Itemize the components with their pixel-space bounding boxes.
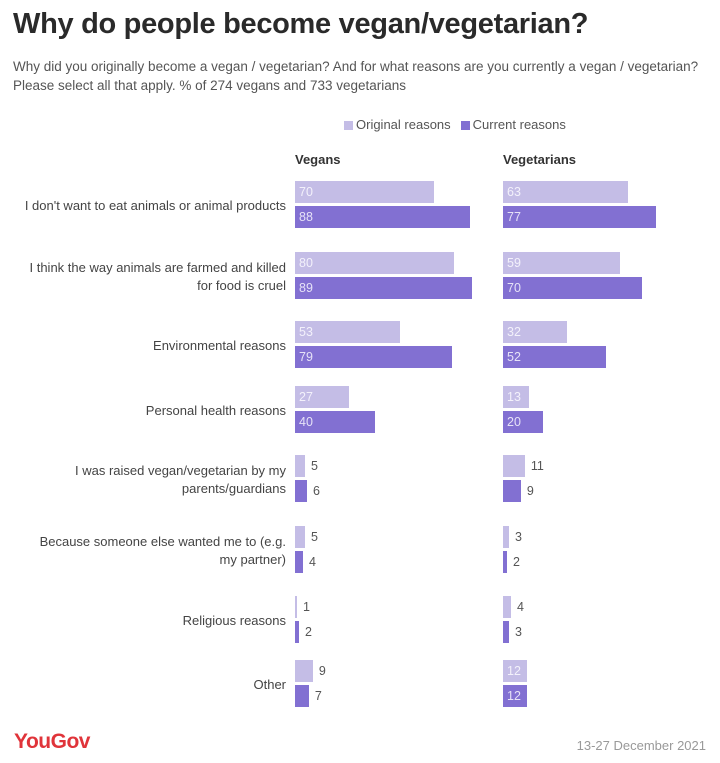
bar-vegetarians-original: [503, 596, 511, 618]
data-label: 2: [304, 625, 312, 639]
legend-item-current: Current reasons: [460, 117, 566, 132]
bar-vegans-current: [295, 206, 471, 228]
bar-vegans-current: [295, 621, 299, 643]
data-label: 20: [507, 415, 521, 429]
legend-swatch-original: [344, 121, 353, 131]
data-label: 53: [299, 325, 313, 339]
data-label: 70: [507, 281, 521, 295]
data-label: 2: [512, 555, 520, 569]
bar-vegetarians-current: [503, 346, 607, 368]
data-label: 12: [507, 664, 521, 678]
bar-vegans-current: [295, 346, 453, 368]
bar-vegetarians-original: [503, 660, 527, 682]
data-label: 63: [507, 185, 521, 199]
bar-vegans-current: [295, 411, 375, 433]
category-label: Other: [253, 676, 286, 692]
bar-vegans-original: [295, 596, 297, 618]
data-label: 52: [507, 350, 521, 364]
bar-vegetarians-original: [503, 252, 621, 274]
bar-vegans-current: [295, 480, 307, 502]
bar-vegetarians-original: [503, 526, 509, 548]
bar-vegetarians-original: [503, 455, 525, 477]
bar-vegans-original: [295, 252, 455, 274]
bar-vegetarians-original: [503, 386, 529, 408]
yougov-logo: YouGov: [14, 730, 90, 753]
legend: Original reasons Current reasons: [344, 117, 566, 132]
bar-vegetarians-current: [503, 685, 527, 707]
bar-vegans-original: [295, 181, 435, 203]
bar-vegetarians-current: [503, 480, 521, 502]
data-label: 27: [299, 390, 313, 404]
legend-swatch-current: [460, 121, 470, 131]
data-label: 32: [507, 325, 521, 339]
data-label: 59: [507, 256, 521, 270]
category-label: Personal health reasons: [145, 402, 286, 418]
bar-vegetarians-current: [503, 621, 509, 643]
legend-label-current: Current reasons: [472, 117, 566, 132]
data-label: 89: [299, 281, 313, 295]
category-label: I was raised vegan/vegetarian by my pare…: [75, 462, 286, 496]
data-label: 79: [299, 350, 313, 364]
bar-vegans-original: [295, 660, 313, 682]
category-label: Because someone else wanted me to (e.g. …: [39, 533, 286, 567]
data-label: 3: [514, 625, 522, 639]
data-label: 70: [299, 185, 313, 199]
data-label: 5: [310, 459, 318, 473]
bar-vegans-original: [295, 526, 305, 548]
data-label: 9: [526, 484, 534, 498]
bar-vegans-original: [295, 386, 349, 408]
bar-vegetarians-original: [503, 181, 629, 203]
panel-header-vegans: Vegans: [295, 152, 341, 167]
data-label: 11: [530, 459, 544, 473]
bar-vegans-original: [295, 321, 401, 343]
data-label: 4: [516, 600, 524, 614]
data-label: 6: [312, 484, 320, 498]
bar-vegetarians-current: [503, 411, 543, 433]
data-label: 9: [318, 664, 326, 678]
data-label: 12: [507, 689, 521, 703]
legend-item-original: Original reasons: [344, 117, 451, 132]
chart-subtitle: Why did you originally become a vegan / …: [13, 59, 699, 93]
panel-header-vegetarians: Vegetarians: [503, 152, 576, 167]
date-range: 13-27 December 2021: [576, 738, 706, 753]
category-label: Environmental reasons: [153, 337, 286, 353]
bar-vegetarians-current: [503, 277, 643, 299]
bar-vegans-original: [295, 455, 305, 477]
category-label: I think the way animals are farmed and k…: [29, 259, 286, 293]
data-label: 88: [299, 210, 313, 224]
data-label: 7: [314, 689, 322, 703]
data-label: 40: [299, 415, 313, 429]
data-label: 4: [308, 555, 316, 569]
data-label: 5: [310, 530, 318, 544]
category-label: I don't want to eat animals or animal pr…: [24, 197, 286, 213]
data-label: 80: [299, 256, 313, 270]
bar-vegetarians-current: [503, 206, 657, 228]
bar-vegetarians-current: [503, 551, 507, 573]
legend-label-original: Original reasons: [356, 117, 451, 132]
category-label: Religious reasons: [182, 612, 286, 628]
data-label: 1: [303, 600, 310, 614]
bar-vegans-current: [295, 277, 473, 299]
chart-title: Why do people become vegan/vegetarian?: [13, 8, 589, 40]
bar-vegans-current: [295, 551, 303, 573]
bar-vegetarians-original: [503, 321, 567, 343]
data-label: 3: [514, 530, 522, 544]
bar-vegans-current: [295, 685, 309, 707]
data-label: 77: [507, 210, 521, 224]
data-label: 13: [507, 390, 521, 404]
